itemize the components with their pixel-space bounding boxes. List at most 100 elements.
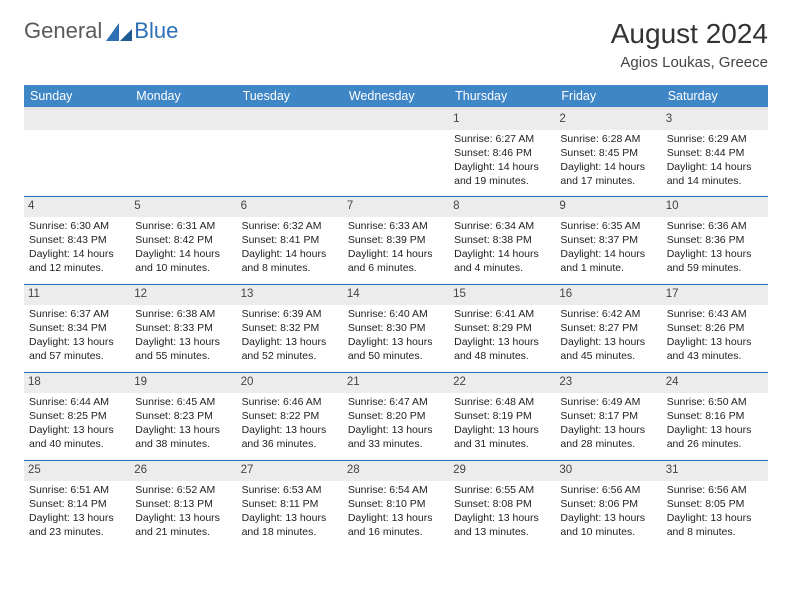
daylight-text: Daylight: 13 hours and 8 minutes. [667,511,763,539]
sunrise-text: Sunrise: 6:44 AM [29,395,125,409]
sunrise-text: Sunrise: 6:56 AM [667,483,763,497]
sunset-text: Sunset: 8:30 PM [348,321,444,335]
day-number: 13 [237,285,343,305]
calendar-cell: 26Sunrise: 6:52 AMSunset: 8:13 PMDayligh… [130,461,236,549]
calendar-cell: 27Sunrise: 6:53 AMSunset: 8:11 PMDayligh… [237,461,343,549]
sunset-text: Sunset: 8:06 PM [560,497,656,511]
daylight-text: Daylight: 13 hours and 31 minutes. [454,423,550,451]
calendar-cell: 7Sunrise: 6:33 AMSunset: 8:39 PMDaylight… [343,197,449,285]
day-number: 4 [24,197,130,217]
sunrise-text: Sunrise: 6:30 AM [29,219,125,233]
daylight-text: Daylight: 13 hours and 13 minutes. [454,511,550,539]
sunrise-text: Sunrise: 6:54 AM [348,483,444,497]
daylight-text: Daylight: 13 hours and 57 minutes. [29,335,125,363]
calendar-cell: 6Sunrise: 6:32 AMSunset: 8:41 PMDaylight… [237,197,343,285]
calendar-cell: 19Sunrise: 6:45 AMSunset: 8:23 PMDayligh… [130,373,236,461]
daylight-text: Daylight: 13 hours and 26 minutes. [667,423,763,451]
sunset-text: Sunset: 8:27 PM [560,321,656,335]
sunset-text: Sunset: 8:10 PM [348,497,444,511]
calendar-cell [130,109,236,197]
sunrise-text: Sunrise: 6:56 AM [560,483,656,497]
daylight-text: Daylight: 13 hours and 55 minutes. [135,335,231,363]
sunrise-text: Sunrise: 6:48 AM [454,395,550,409]
sunrise-text: Sunrise: 6:36 AM [667,219,763,233]
logo-text-blue: Blue [134,18,178,44]
calendar-cell: 1Sunrise: 6:27 AMSunset: 8:46 PMDaylight… [449,109,555,197]
day-number: 12 [130,285,236,305]
calendar-cell: 21Sunrise: 6:47 AMSunset: 8:20 PMDayligh… [343,373,449,461]
location: Agios Loukas, Greece [611,54,768,71]
day-number: 5 [130,197,236,217]
daylight-text: Daylight: 13 hours and 38 minutes. [135,423,231,451]
calendar-cell: 15Sunrise: 6:41 AMSunset: 8:29 PMDayligh… [449,285,555,373]
day-number: 31 [662,461,768,481]
day-number: 1 [449,110,555,130]
calendar-table: Sunday Monday Tuesday Wednesday Thursday… [24,85,768,549]
sunrise-text: Sunrise: 6:43 AM [667,307,763,321]
daylight-text: Daylight: 13 hours and 52 minutes. [242,335,338,363]
calendar-cell: 4 Sunrise: 6:30 AMSunset: 8:43 PMDaylight… [24,197,130,285]
daylight-text: Daylight: 14 hours and 4 minutes. [454,247,550,275]
logo-sail-icon [106,23,132,41]
calendar-week: 11Sunrise: 6:37 AMSunset: 8:34 PMDayligh… [24,285,768,373]
calendar-cell: 29Sunrise: 6:55 AMSunset: 8:08 PMDayligh… [449,461,555,549]
daylight-text: Daylight: 14 hours and 6 minutes. [348,247,444,275]
daylight-text: Daylight: 13 hours and 45 minutes. [560,335,656,363]
weekday-header: Wednesday [343,85,449,109]
logo: General Blue [24,18,178,44]
day-number: 15 [449,285,555,305]
sunset-text: Sunset: 8:14 PM [29,497,125,511]
day-number: 16 [555,285,661,305]
calendar-cell: 10Sunrise: 6:36 AMSunset: 8:36 PMDayligh… [662,197,768,285]
daylight-text: Daylight: 13 hours and 43 minutes. [667,335,763,363]
sunrise-text: Sunrise: 6:47 AM [348,395,444,409]
day-number: 17 [662,285,768,305]
sunset-text: Sunset: 8:46 PM [454,146,550,160]
calendar-cell: 11Sunrise: 6:37 AMSunset: 8:34 PMDayligh… [24,285,130,373]
sunset-text: Sunset: 8:43 PM [29,233,125,247]
calendar-cell: 14Sunrise: 6:40 AMSunset: 8:30 PMDayligh… [343,285,449,373]
daylight-text: Daylight: 13 hours and 50 minutes. [348,335,444,363]
sunset-text: Sunset: 8:34 PM [29,321,125,335]
weekday-header: Monday [130,85,236,109]
sunset-text: Sunset: 8:32 PM [242,321,338,335]
day-number: 19 [130,373,236,393]
day-number: 27 [237,461,343,481]
day-number: 21 [343,373,449,393]
calendar-cell: 2Sunrise: 6:28 AMSunset: 8:45 PMDaylight… [555,109,661,197]
day-number: 22 [449,373,555,393]
sunrise-text: Sunrise: 6:33 AM [348,219,444,233]
calendar-week: 4Sunrise: 6:30 AMSunset: 8:43 PMDaylight… [24,197,768,285]
sunrise-text: Sunrise: 6:51 AM [29,483,125,497]
daylight-text: Daylight: 13 hours and 48 minutes. [454,335,550,363]
day-number: 9 [555,197,661,217]
sunset-text: Sunset: 8:11 PM [242,497,338,511]
daylight-text: Daylight: 14 hours and 8 minutes. [242,247,338,275]
day-number: 20 [237,373,343,393]
calendar-cell: 13 Sunrise: 6:39 AMSunset: 8:32 PMDayligh… [237,285,343,373]
calendar-cell [343,109,449,197]
sunset-text: Sunset: 8:38 PM [454,233,550,247]
daylight-text: Daylight: 14 hours and 19 minutes. [454,160,550,188]
sunrise-text: Sunrise: 6:29 AM [667,132,763,146]
sunset-text: Sunset: 8:44 PM [667,146,763,160]
calendar-cell: 18Sunrise: 6:44 AMSunset: 8:25 PMDayligh… [24,373,130,461]
daylight-text: Daylight: 14 hours and 12 minutes. [29,247,125,275]
sunrise-text: Sunrise: 6:38 AM [135,307,231,321]
sunset-text: Sunset: 8:08 PM [454,497,550,511]
calendar-cell: 31Sunrise: 6:56 AMSunset: 8:05 PMDayligh… [662,461,768,549]
calendar-cell: 25Sunrise: 6:51 AMSunset: 8:14 PMDayligh… [24,461,130,549]
sunrise-text: Sunrise: 6:55 AM [454,483,550,497]
day-number: 23 [555,373,661,393]
sunset-text: Sunset: 8:25 PM [29,409,125,423]
day-number: 25 [24,461,130,481]
calendar-cell: 20Sunrise: 6:46 AMSunset: 8:22 PMDayligh… [237,373,343,461]
calendar-cell [24,109,130,197]
day-number: 26 [130,461,236,481]
calendar-cell: 5Sunrise: 6:31 AMSunset: 8:42 PMDaylight… [130,197,236,285]
day-number [343,110,449,130]
calendar-week: 1Sunrise: 6:27 AMSunset: 8:46 PMDaylight… [24,109,768,197]
weekday-header: Friday [555,85,661,109]
sunrise-text: Sunrise: 6:28 AM [560,132,656,146]
sunrise-text: Sunrise: 6:39 AM [242,307,338,321]
